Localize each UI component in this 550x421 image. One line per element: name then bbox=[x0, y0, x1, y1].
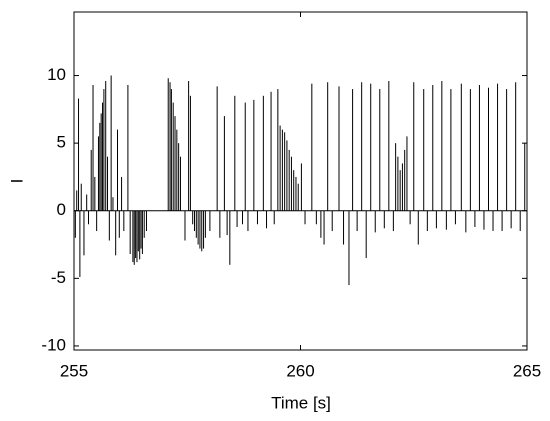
plot-frame bbox=[73, 11, 528, 351]
x-tick-label: 260 bbox=[286, 361, 314, 380]
y-tick-label: 10 bbox=[47, 65, 66, 84]
y-tick-label: -5 bbox=[51, 268, 66, 287]
y-tick-label: 0 bbox=[57, 200, 66, 219]
x-tick-label: 255 bbox=[60, 361, 88, 380]
y-tick-label: -10 bbox=[41, 335, 66, 354]
plot-area bbox=[74, 12, 527, 350]
x-axis-label: Time [s] bbox=[271, 393, 331, 412]
y-axis-label: I bbox=[7, 179, 26, 184]
x-tick-label: 265 bbox=[513, 361, 541, 380]
y-tick-label: 5 bbox=[57, 133, 66, 152]
